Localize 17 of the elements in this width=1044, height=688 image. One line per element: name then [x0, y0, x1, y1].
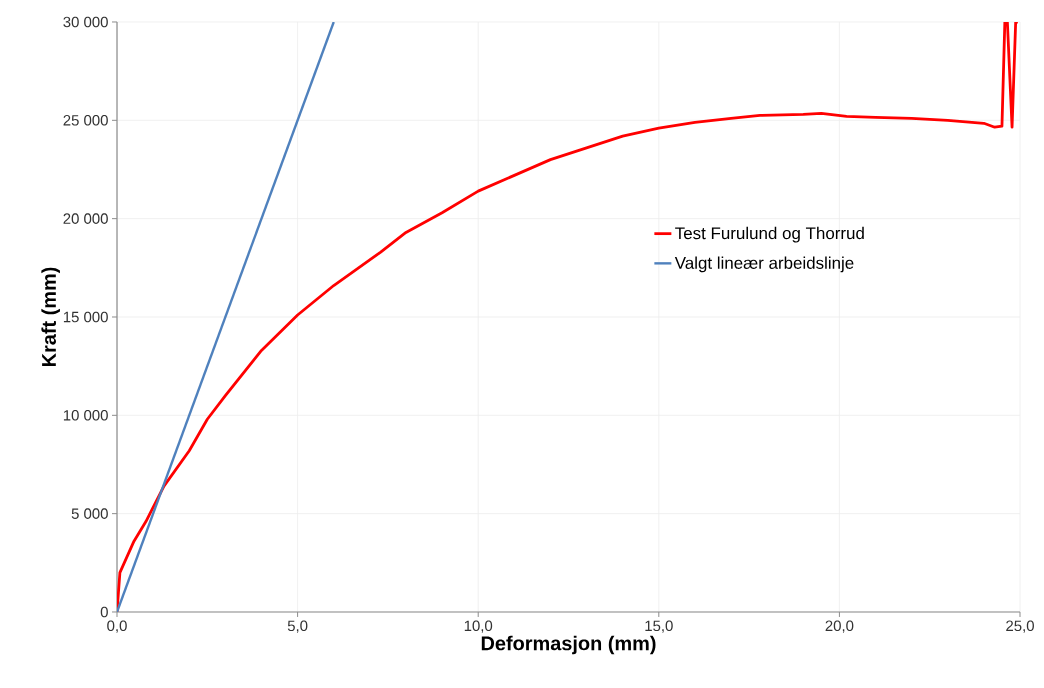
y-tick-label: 25 000 [63, 115, 108, 126]
y-tick-label: 10 000 [63, 410, 108, 421]
y-tick-label: 30 000 [63, 16, 108, 28]
legend-label: Test Furulund og Thorrud [675, 226, 864, 243]
y-axis-title: Kraft (mm) [41, 267, 60, 367]
x-tick-label: 10,0 [464, 620, 493, 633]
x-tick-label: 5,0 [287, 620, 308, 633]
y-tick-label: 20 000 [63, 213, 108, 224]
x-tick-label: 0,0 [107, 620, 127, 633]
y-tick-label: 0 [100, 606, 108, 618]
y-tick-label: 15 000 [63, 311, 108, 323]
y-tick-label: 5 000 [71, 508, 108, 519]
x-tick-label: 25,0 [1006, 620, 1034, 633]
x-axis-title: Deformasjon (mm) [481, 635, 656, 655]
x-tick-label: 20,0 [825, 620, 854, 633]
legend-label: Valgt lineær arbeidslinje [674, 256, 854, 273]
x-tick-label: 15,0 [645, 620, 673, 633]
